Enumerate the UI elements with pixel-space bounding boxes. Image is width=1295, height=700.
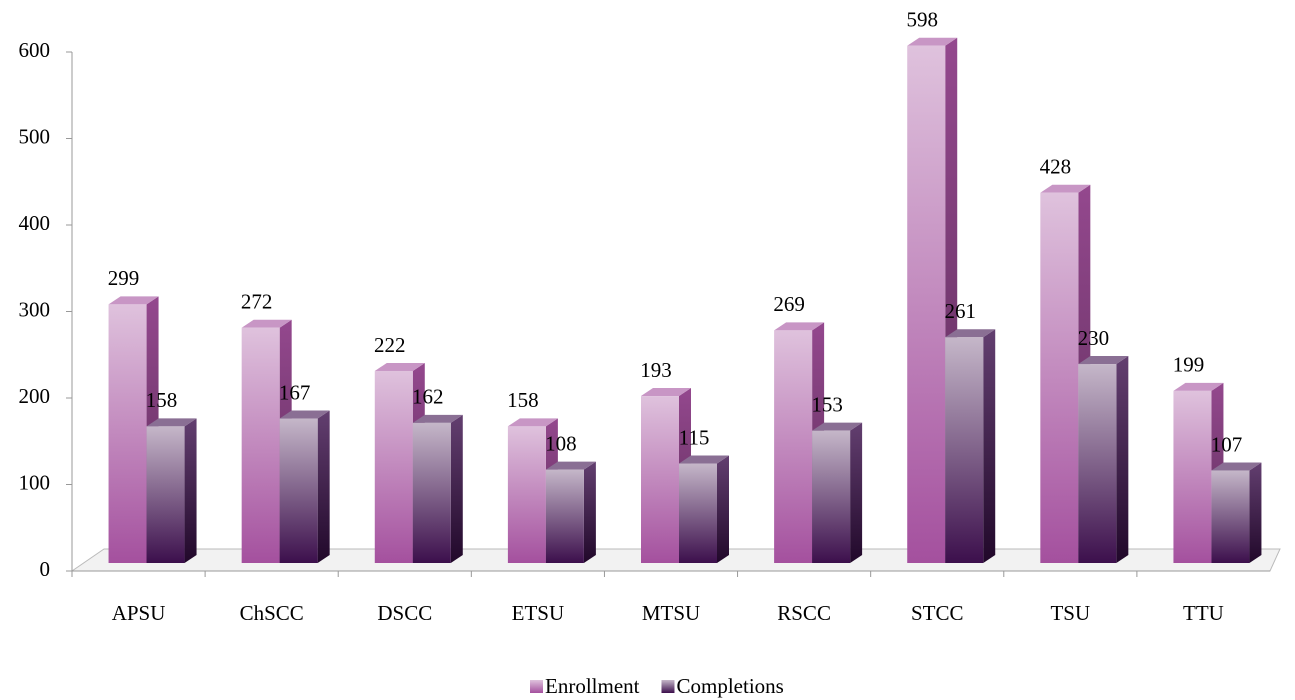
data-label: 269 — [773, 292, 805, 316]
x-tick-label: APSU — [112, 601, 166, 625]
bar-top — [1078, 356, 1129, 365]
y-tick-label: 300 — [19, 297, 51, 321]
bar-front — [108, 304, 147, 563]
bar-side — [583, 461, 596, 563]
bar-front — [507, 426, 546, 563]
bar-front — [774, 330, 813, 563]
data-label: 115 — [679, 425, 710, 449]
data-label: 108 — [545, 431, 577, 455]
bar-side — [1249, 462, 1262, 563]
data-label: 272 — [241, 290, 273, 314]
data-label: 261 — [944, 299, 976, 323]
x-tick-label: STCC — [911, 601, 964, 625]
bar-top — [279, 410, 330, 419]
bar-front — [812, 430, 851, 563]
bar-top — [545, 461, 596, 470]
x-tick-label: TTU — [1183, 601, 1224, 625]
data-label: 230 — [1078, 326, 1110, 350]
bar — [812, 422, 863, 563]
bar-top — [1040, 184, 1091, 193]
data-label: 199 — [1173, 353, 1205, 377]
bar-front — [412, 422, 451, 563]
bar-side — [1116, 356, 1129, 563]
legend-swatch — [530, 680, 543, 693]
bar-side — [717, 455, 729, 563]
x-tick-label: DSCC — [377, 601, 432, 625]
bar-top — [146, 418, 197, 427]
bar-side — [850, 422, 863, 563]
bar-top — [1173, 382, 1224, 391]
bar-top — [907, 37, 958, 46]
bar — [641, 388, 691, 563]
data-label: 158 — [146, 388, 178, 412]
bar-top — [945, 329, 996, 338]
y-tick-label: 600 — [19, 38, 51, 62]
bar-top — [412, 414, 463, 423]
bar-front — [907, 45, 946, 564]
bar — [1078, 356, 1129, 563]
y-tick-label: 200 — [19, 384, 51, 408]
data-label: 167 — [279, 380, 311, 404]
legend-label: Enrollment — [545, 674, 640, 698]
data-label: 222 — [374, 333, 406, 357]
y-tick-label: 100 — [19, 470, 51, 494]
x-tick-label: ChSCC — [240, 601, 304, 625]
x-tick-label: RSCC — [777, 601, 831, 625]
bar-front — [1040, 192, 1079, 563]
bar-side — [983, 329, 996, 563]
data-label: 299 — [108, 266, 140, 290]
legend-label: Completions — [676, 674, 783, 698]
data-label: 162 — [412, 385, 444, 409]
x-tick-label: MTSU — [642, 601, 700, 625]
y-tick-label: 500 — [19, 124, 51, 148]
bar-front — [545, 469, 584, 563]
bar — [545, 461, 596, 563]
bar-front — [374, 370, 413, 563]
bar-side — [317, 410, 330, 563]
bar-front — [1211, 470, 1250, 563]
bar-front — [945, 337, 984, 563]
data-label: 153 — [811, 392, 843, 416]
bar — [412, 414, 463, 563]
bar-front — [1078, 364, 1117, 563]
bar — [1211, 462, 1262, 563]
bar-top — [641, 388, 691, 397]
bar-top — [1211, 462, 1262, 471]
bar-top — [507, 418, 558, 427]
data-label: 193 — [640, 358, 672, 382]
bar-top — [812, 422, 863, 431]
bar-top — [108, 296, 159, 305]
data-label: 428 — [1040, 155, 1072, 179]
bar-top — [774, 322, 825, 331]
bar — [146, 418, 197, 563]
bar-front — [279, 418, 318, 563]
y-tick-label: 400 — [19, 211, 51, 235]
bar-side — [184, 418, 197, 563]
bar — [945, 329, 996, 563]
bar-front — [241, 327, 280, 563]
data-label: 598 — [906, 8, 938, 32]
bar-top — [679, 455, 729, 464]
bar-top — [241, 319, 292, 328]
bar-front — [1173, 390, 1212, 563]
data-label: 158 — [507, 388, 539, 412]
bar-front — [641, 396, 679, 563]
bar-top — [374, 362, 425, 371]
legend-swatch — [661, 680, 675, 693]
y-tick-label: 0 — [40, 557, 51, 581]
data-label: 107 — [1211, 432, 1243, 456]
x-tick-label: TSU — [1050, 601, 1090, 625]
bar — [679, 455, 729, 563]
bar-side — [450, 414, 463, 563]
bar-front — [679, 463, 717, 563]
bar-front — [146, 426, 185, 563]
bar — [279, 410, 330, 563]
x-tick-label: ETSU — [512, 601, 565, 625]
